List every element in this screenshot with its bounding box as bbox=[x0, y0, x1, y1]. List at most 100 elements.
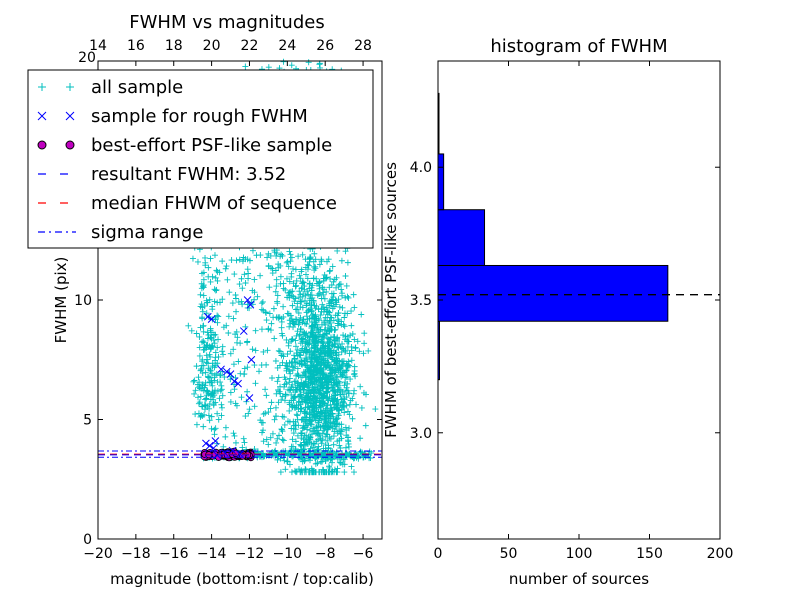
scatter-point-all bbox=[246, 406, 253, 413]
scatter-point-all bbox=[361, 330, 368, 337]
scatter-point-all bbox=[341, 409, 348, 416]
scatter-point-all bbox=[218, 386, 225, 393]
scatter-point-all bbox=[310, 428, 317, 435]
scatter-point-all bbox=[281, 414, 288, 421]
scatter-point-all bbox=[227, 389, 234, 396]
scatter-point-all bbox=[221, 374, 228, 381]
scatter-point-all bbox=[293, 411, 300, 418]
scatter-point-all bbox=[191, 390, 198, 397]
scatter-point-all bbox=[265, 409, 272, 416]
scatter-point-all bbox=[284, 310, 291, 317]
left-top-tick-label: 22 bbox=[241, 38, 259, 54]
scatter-point-all bbox=[287, 251, 294, 258]
scatter-point-all bbox=[224, 276, 231, 283]
scatter-point-all bbox=[351, 304, 358, 311]
left-scatter-rough bbox=[202, 296, 256, 460]
left-x-tick-label: −8 bbox=[315, 546, 336, 562]
right-x-ticks: 0 50 100 150 200 bbox=[434, 61, 733, 562]
scatter-point-all bbox=[339, 304, 346, 311]
left-top-tick-label: 28 bbox=[354, 38, 372, 54]
scatter-point-all bbox=[338, 321, 345, 328]
scatter-point-all bbox=[309, 381, 316, 388]
scatter-point-all bbox=[317, 364, 324, 371]
scatter-point-all bbox=[318, 305, 325, 312]
scatter-point-all bbox=[347, 376, 354, 383]
scatter-point-all bbox=[333, 453, 340, 460]
scatter-point-all bbox=[194, 381, 201, 388]
scatter-point-all bbox=[310, 371, 317, 378]
scatter-point-all bbox=[213, 370, 220, 377]
scatter-point-all bbox=[331, 428, 338, 435]
scatter-point-all bbox=[349, 330, 356, 337]
scatter-point-all bbox=[358, 311, 365, 318]
scatter-point-all bbox=[334, 344, 341, 351]
scatter-point-rough bbox=[236, 450, 244, 459]
scatter-point-all bbox=[198, 301, 205, 308]
left-top-tick-label: 14 bbox=[89, 38, 107, 54]
scatter-point-all bbox=[336, 442, 343, 449]
scatter-point-all bbox=[320, 277, 327, 284]
scatter-point-all bbox=[340, 346, 347, 353]
scatter-point-all bbox=[341, 323, 348, 330]
scatter-point-all bbox=[200, 328, 207, 335]
scatter-point-all bbox=[196, 344, 203, 351]
scatter-point-all bbox=[212, 274, 219, 281]
left-top-tick-label: 24 bbox=[278, 38, 296, 54]
left-top-ticks: 14 16 18 20 22 24 26 28 bbox=[89, 38, 372, 66]
scatter-point-all bbox=[341, 314, 348, 321]
scatter-point-all bbox=[333, 297, 340, 304]
scatter-point-all bbox=[324, 258, 331, 265]
scatter-point-all bbox=[307, 254, 314, 261]
scatter-point-all bbox=[290, 430, 297, 437]
scatter-point-all bbox=[320, 445, 327, 452]
scatter-point-all bbox=[282, 362, 289, 369]
scatter-point-all bbox=[297, 298, 304, 305]
scatter-point-all bbox=[258, 300, 265, 307]
scatter-point-all bbox=[233, 402, 240, 409]
scatter-point-all bbox=[320, 394, 327, 401]
legend-marker bbox=[66, 83, 74, 91]
scatter-point-all bbox=[342, 272, 349, 279]
scatter-point-all bbox=[197, 324, 204, 331]
legend-label: best-effort PSF-like sample bbox=[91, 135, 332, 156]
scatter-point-all bbox=[198, 403, 205, 410]
scatter-point-all bbox=[345, 440, 352, 447]
scatter-point-all bbox=[230, 315, 237, 322]
right-chart: 0 50 100 150 200 3.0 3.5 4.0 histogram of FWHM… bbox=[382, 36, 733, 588]
scatter-point-all bbox=[340, 403, 347, 410]
scatter-point-all bbox=[189, 255, 196, 262]
scatter-point-all bbox=[238, 275, 245, 282]
scatter-point-all bbox=[297, 304, 304, 311]
scatter-point-all bbox=[278, 426, 285, 433]
scatter-point-all bbox=[288, 254, 295, 261]
scatter-point-all bbox=[293, 316, 300, 323]
scatter-point-rough bbox=[239, 327, 248, 335]
scatter-point-all bbox=[308, 375, 315, 382]
scatter-point-all bbox=[193, 421, 200, 428]
scatter-point-all bbox=[330, 290, 337, 297]
scatter-point-all bbox=[196, 333, 203, 340]
scatter-point-all bbox=[241, 271, 248, 278]
scatter-point-all bbox=[288, 469, 295, 476]
scatter-point-all bbox=[321, 319, 328, 326]
scatter-point-all bbox=[292, 384, 299, 391]
scatter-point-all bbox=[244, 388, 251, 395]
scatter-point-all bbox=[284, 258, 291, 265]
scatter-point-all bbox=[205, 412, 212, 419]
scatter-point-all bbox=[290, 397, 297, 404]
scatter-point-all bbox=[294, 353, 301, 360]
scatter-point-all bbox=[220, 443, 227, 450]
scatter-point-all bbox=[346, 401, 353, 408]
scatter-point-all bbox=[293, 282, 300, 289]
scatter-point-rough bbox=[211, 437, 220, 445]
scatter-point-all bbox=[281, 421, 288, 428]
scatter-point-all bbox=[336, 303, 343, 310]
scatter-point-all bbox=[303, 346, 310, 353]
scatter-point-all bbox=[303, 356, 310, 363]
scatter-point-all bbox=[312, 335, 319, 342]
right-y-axis-label: FWHM of best-effort PSF-like sources bbox=[382, 162, 400, 438]
scatter-point-all bbox=[278, 318, 285, 325]
scatter-point-all bbox=[202, 396, 209, 403]
scatter-point-all bbox=[300, 279, 307, 286]
right-y-tick-label: 3.0 bbox=[410, 426, 432, 442]
